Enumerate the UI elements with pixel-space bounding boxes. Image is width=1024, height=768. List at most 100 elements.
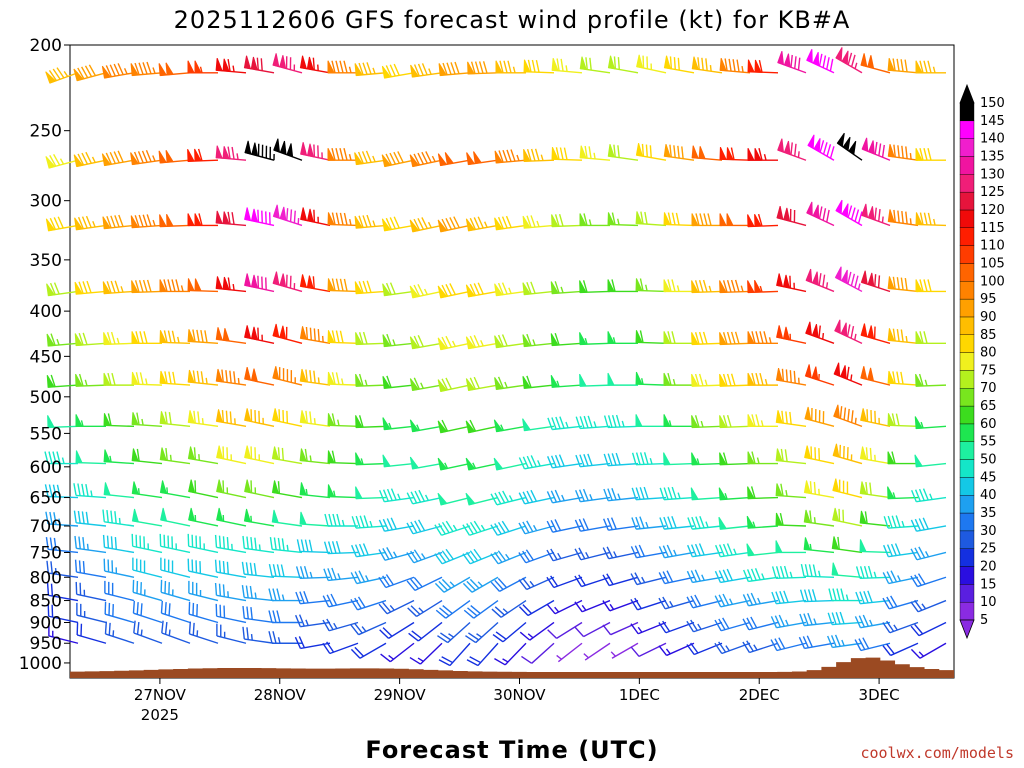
wind-barb <box>273 138 303 161</box>
wind-barb <box>132 600 163 624</box>
barb-full <box>339 148 344 161</box>
barb-staff <box>471 576 499 593</box>
credit-text: coolwx.com/models <box>860 744 1014 762</box>
barb-flag <box>663 414 671 427</box>
wind-barb <box>556 642 583 663</box>
wind-barb <box>915 212 947 227</box>
barb-full <box>883 544 889 557</box>
colorbar-swatch <box>959 191 975 211</box>
barb-full <box>445 217 453 230</box>
barb-full <box>469 521 478 534</box>
barb-full <box>662 571 670 583</box>
barb-flag <box>635 371 643 385</box>
barb-full <box>771 591 777 604</box>
wind-barb <box>327 413 359 428</box>
barb-full <box>666 570 674 583</box>
barb-full <box>84 65 93 77</box>
colorbar-swatch <box>959 423 975 442</box>
barb-staff <box>804 642 835 650</box>
barb-full <box>133 151 140 164</box>
wind-barb <box>103 372 134 386</box>
barb-full <box>136 621 140 635</box>
barb-full <box>589 57 592 71</box>
barb-full <box>379 629 390 639</box>
barb-full <box>722 415 728 428</box>
y-tick-label: 850 <box>30 592 62 612</box>
barb-full <box>919 148 924 161</box>
barb-full <box>927 212 932 226</box>
wind-barb <box>244 408 275 428</box>
wind-barb <box>45 216 79 232</box>
barb-staff <box>271 575 303 578</box>
barb-full <box>138 280 144 293</box>
barb-full <box>221 369 224 382</box>
barb-staff <box>890 642 919 657</box>
barb-flag <box>382 417 391 431</box>
wind-barb <box>74 559 107 578</box>
wind-barb <box>350 570 387 585</box>
barb-full <box>167 330 172 343</box>
wind-barb <box>827 611 863 626</box>
barb-full <box>502 490 510 503</box>
barb-half <box>84 379 88 386</box>
wind-barb <box>45 537 79 554</box>
barb-flag <box>306 143 315 158</box>
barb-staff <box>637 621 667 635</box>
barb-full <box>790 54 793 68</box>
wind-barb <box>131 412 163 428</box>
barb-full <box>256 57 259 71</box>
wind-barb <box>602 621 639 636</box>
barb-staff <box>504 642 527 666</box>
barb-full <box>407 607 418 617</box>
barb-full <box>469 377 476 390</box>
wind-barb <box>465 376 499 392</box>
barb-flag <box>635 278 643 292</box>
barb-flag <box>719 373 727 387</box>
barb-full <box>671 486 677 500</box>
barb-full <box>501 520 510 532</box>
barb-flag <box>103 449 111 463</box>
barb-full <box>807 589 813 602</box>
barb-half <box>427 221 432 229</box>
barb-full <box>385 282 392 295</box>
barb-half <box>120 286 124 293</box>
colorbar-label: 130 <box>980 167 1005 182</box>
barb-flag <box>273 138 281 153</box>
barb-staff <box>608 525 639 531</box>
barb-full <box>286 208 289 221</box>
barb-half <box>388 422 392 430</box>
barb-half <box>205 377 208 385</box>
barb-full <box>106 535 110 549</box>
barb-full <box>578 574 586 586</box>
barb-full <box>874 141 878 155</box>
barb-full <box>358 281 364 294</box>
barb-full <box>46 560 49 574</box>
barb-full <box>695 516 701 529</box>
wind-barb <box>691 279 723 294</box>
barb-flag <box>166 214 174 227</box>
wind-barb <box>574 621 611 638</box>
barb-full <box>74 559 78 573</box>
barb-full <box>546 576 555 588</box>
barb-flag <box>579 56 587 71</box>
barb-full <box>781 410 784 424</box>
wind-barb <box>130 214 163 229</box>
barb-half <box>423 288 428 295</box>
barb-full <box>635 487 641 500</box>
barb-half <box>733 548 737 555</box>
barb-full <box>778 614 785 627</box>
barb-full <box>827 635 833 648</box>
barb-flag <box>804 445 812 460</box>
barb-full <box>339 278 344 292</box>
wind-barb <box>492 621 527 643</box>
barb-flag <box>354 152 364 165</box>
y-axis: 2002503003504004505005506006507007508008… <box>19 36 70 674</box>
barb-full <box>78 560 82 573</box>
colorbar-label: 145 <box>980 114 1005 129</box>
barb-full <box>771 566 777 579</box>
wind-barb <box>215 210 247 227</box>
barb-flag <box>859 539 867 553</box>
wind-barb <box>831 562 863 578</box>
barb-flag <box>159 480 168 495</box>
barb-full <box>635 452 641 465</box>
